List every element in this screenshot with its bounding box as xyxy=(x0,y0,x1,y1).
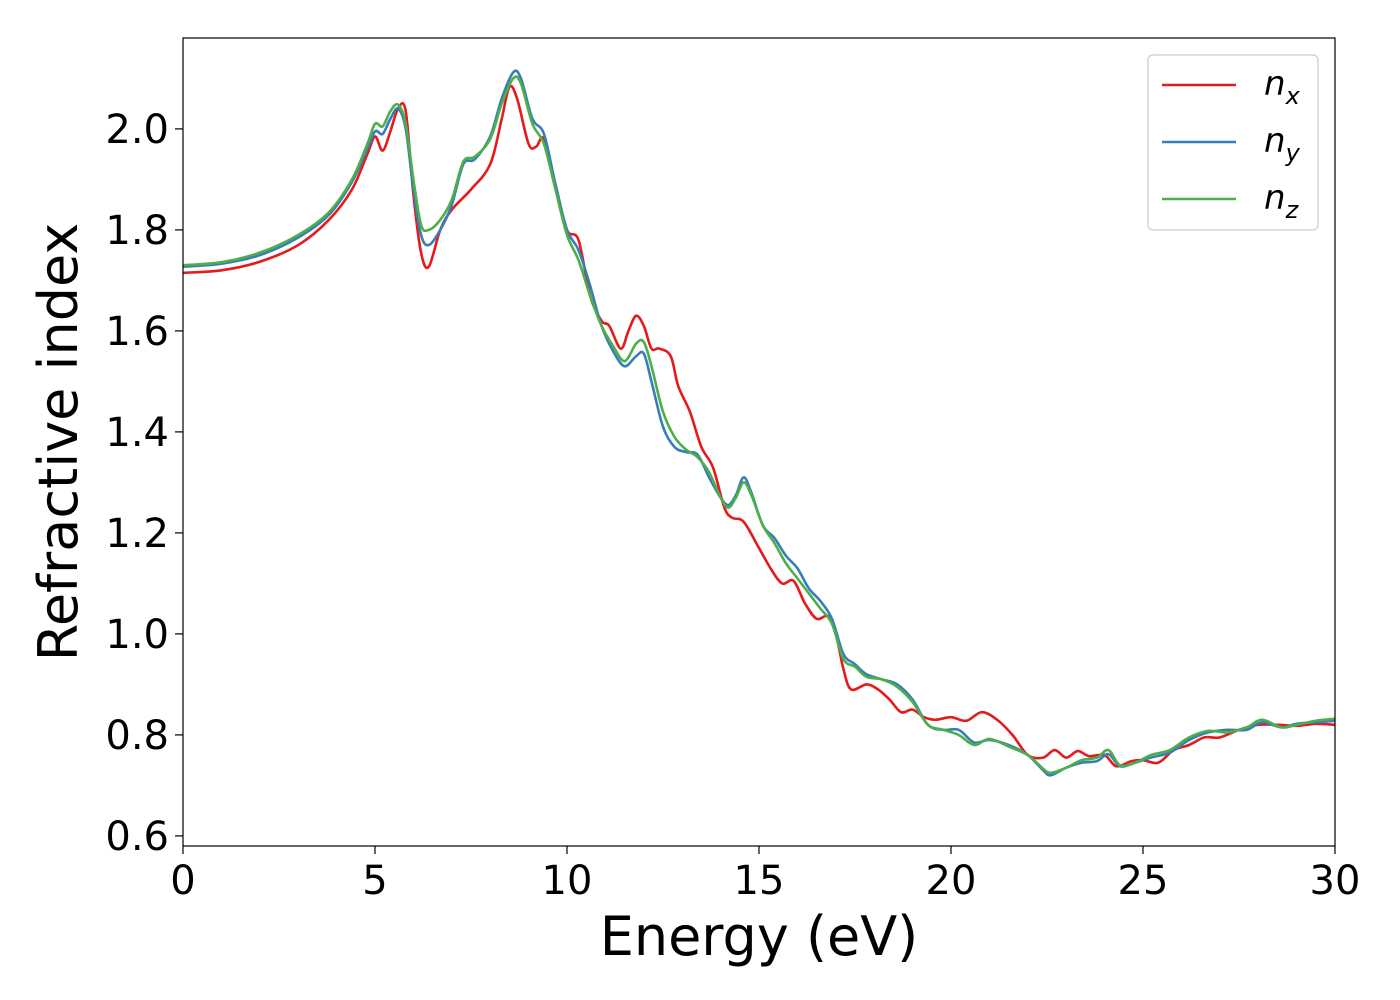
y-axis-title: Refractive index xyxy=(27,223,90,662)
y-axis-ticks: 0.6 0.8 1.0 1.2 1.4 1.6 1.8 2.0 xyxy=(105,107,183,860)
x-tick-label: 20 xyxy=(926,858,977,904)
y-tick-label: 2.0 xyxy=(105,107,169,153)
y-tick-label: 1.2 xyxy=(105,511,169,557)
legend-label-base: n xyxy=(1264,178,1286,218)
x-tick-label: 25 xyxy=(1118,858,1169,904)
y-tick-label: 1.8 xyxy=(105,208,169,254)
y-tick-label: 1.4 xyxy=(105,410,169,456)
x-axis-ticks: 0 5 10 15 20 25 30 xyxy=(170,846,1360,904)
legend-label-subscript: y xyxy=(1285,139,1301,167)
series-line-z xyxy=(183,75,1335,775)
x-tick-label: 15 xyxy=(734,858,785,904)
legend-label-x: nx xyxy=(1264,64,1301,110)
x-tick-label: 10 xyxy=(542,858,593,904)
legend-label-subscript: z xyxy=(1285,196,1300,224)
legend-label-y: ny xyxy=(1264,121,1301,167)
y-tick-label: 0.8 xyxy=(105,713,169,759)
x-tick-label: 0 xyxy=(170,858,195,904)
legend-label-base: n xyxy=(1264,64,1286,104)
x-tick-label: 5 xyxy=(362,858,387,904)
legend-label-z: nz xyxy=(1264,178,1300,224)
y-tick-label: 1.0 xyxy=(105,612,169,658)
legend-label-subscript: x xyxy=(1285,82,1301,110)
y-tick-label: 1.6 xyxy=(105,309,169,355)
series-layer xyxy=(183,69,1335,777)
x-tick-label: 30 xyxy=(1310,858,1361,904)
x-axis-title: Energy (eV) xyxy=(600,905,919,968)
series-line-x xyxy=(183,84,1335,768)
y-tick-label: 0.6 xyxy=(105,814,169,860)
legend-label-base: n xyxy=(1264,121,1286,161)
